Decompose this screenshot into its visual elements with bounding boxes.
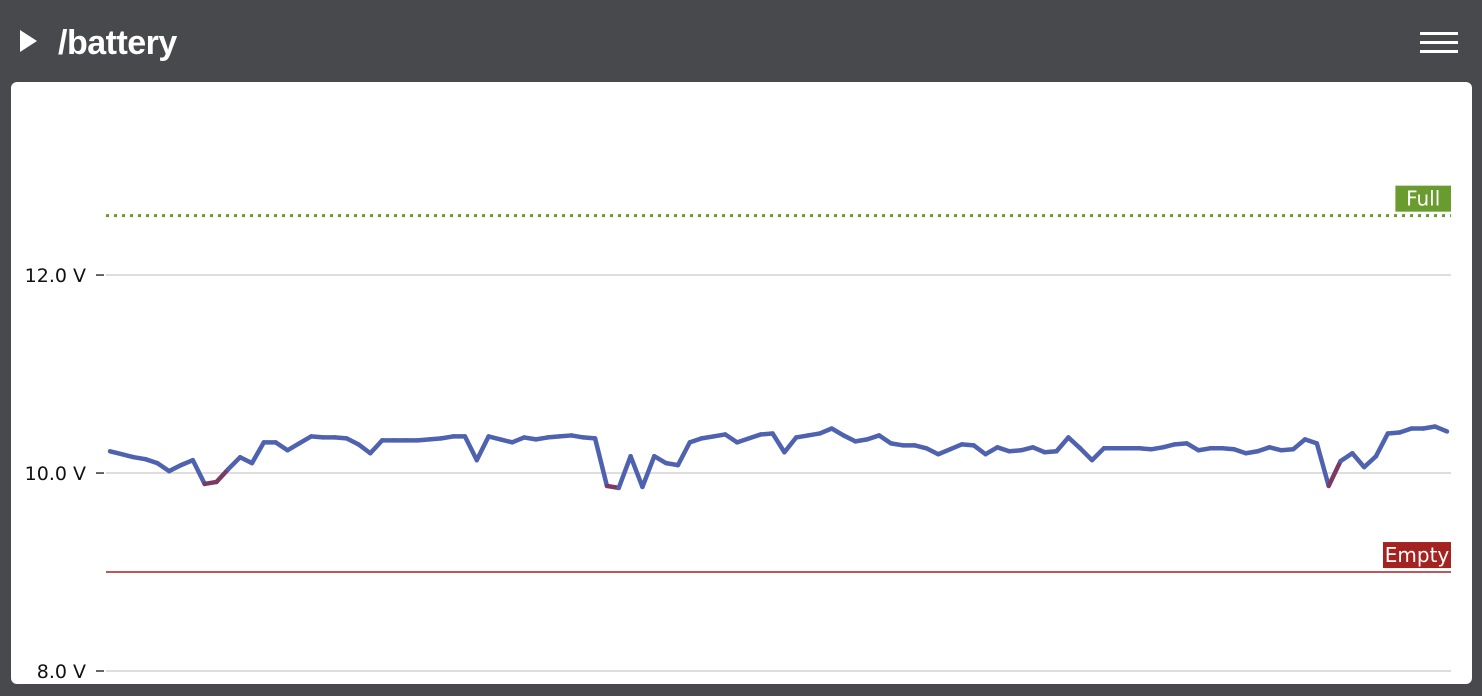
series-segment bbox=[1066, 435, 1083, 451]
series-segment bbox=[1089, 446, 1107, 463]
grid-lines bbox=[106, 274, 1451, 672]
series-segment bbox=[1373, 431, 1391, 459]
y-axis: 8.0 V 10.0 V 12.0 V bbox=[25, 265, 104, 683]
series-segment bbox=[1290, 437, 1308, 452]
series-segment bbox=[1184, 441, 1201, 453]
series-segment bbox=[1350, 451, 1367, 470]
series-segment bbox=[462, 434, 480, 463]
series-segment bbox=[628, 453, 645, 490]
play-icon bbox=[20, 30, 37, 52]
series-segment bbox=[368, 438, 385, 456]
full-label: Full bbox=[1406, 187, 1440, 211]
series-segment bbox=[1054, 435, 1071, 454]
series-segment bbox=[155, 460, 172, 474]
series-segment bbox=[1077, 446, 1095, 463]
series-segment bbox=[782, 435, 799, 455]
series-segment bbox=[356, 442, 373, 456]
series-segment bbox=[273, 440, 290, 453]
y-tick-label: 8.0 V bbox=[37, 661, 86, 683]
series-segment bbox=[770, 431, 787, 455]
series-segment bbox=[723, 432, 740, 445]
series-voltage bbox=[107, 424, 1450, 491]
series-segment bbox=[971, 443, 988, 457]
series-segment bbox=[297, 434, 314, 446]
play-button[interactable] bbox=[18, 28, 40, 54]
series-segment bbox=[1361, 453, 1379, 470]
menu-button[interactable] bbox=[1418, 32, 1460, 58]
series-segment bbox=[675, 440, 693, 468]
chart-panel: 8.0 V 10.0 V 12.0 V Full Empty bbox=[11, 82, 1472, 684]
series-segment bbox=[285, 441, 302, 453]
reference-lines: Full Empty bbox=[106, 185, 1451, 573]
panel-header: /battery bbox=[0, 0, 1482, 82]
series-segment bbox=[640, 453, 657, 490]
series-segment bbox=[652, 453, 669, 466]
series-segment bbox=[249, 440, 267, 466]
series-segment bbox=[592, 436, 610, 489]
series-segment bbox=[214, 466, 231, 485]
series-segment bbox=[226, 454, 243, 472]
full-label-badge bbox=[1395, 185, 1451, 212]
battery-voltage-chart: 8.0 V 10.0 V 12.0 V Full Empty bbox=[25, 185, 1451, 683]
y-tick-label: 12.0 V bbox=[25, 265, 86, 287]
panel-title: /battery bbox=[58, 24, 177, 62]
series-segment bbox=[1326, 458, 1343, 489]
series-segment bbox=[876, 433, 894, 446]
series-segment bbox=[1338, 451, 1355, 464]
series-segment bbox=[474, 434, 491, 463]
series-segment bbox=[983, 445, 1000, 457]
hamburger-menu-icon bbox=[1420, 32, 1458, 35]
empty-label: Empty bbox=[1385, 543, 1450, 567]
y-tick-label: 10.0 V bbox=[25, 463, 86, 485]
series-segment bbox=[1432, 424, 1450, 434]
series-segment bbox=[616, 453, 633, 491]
empty-label-badge bbox=[1383, 542, 1451, 569]
series-segment bbox=[190, 457, 207, 487]
series-segment bbox=[1314, 441, 1331, 489]
series-segment bbox=[829, 426, 846, 438]
